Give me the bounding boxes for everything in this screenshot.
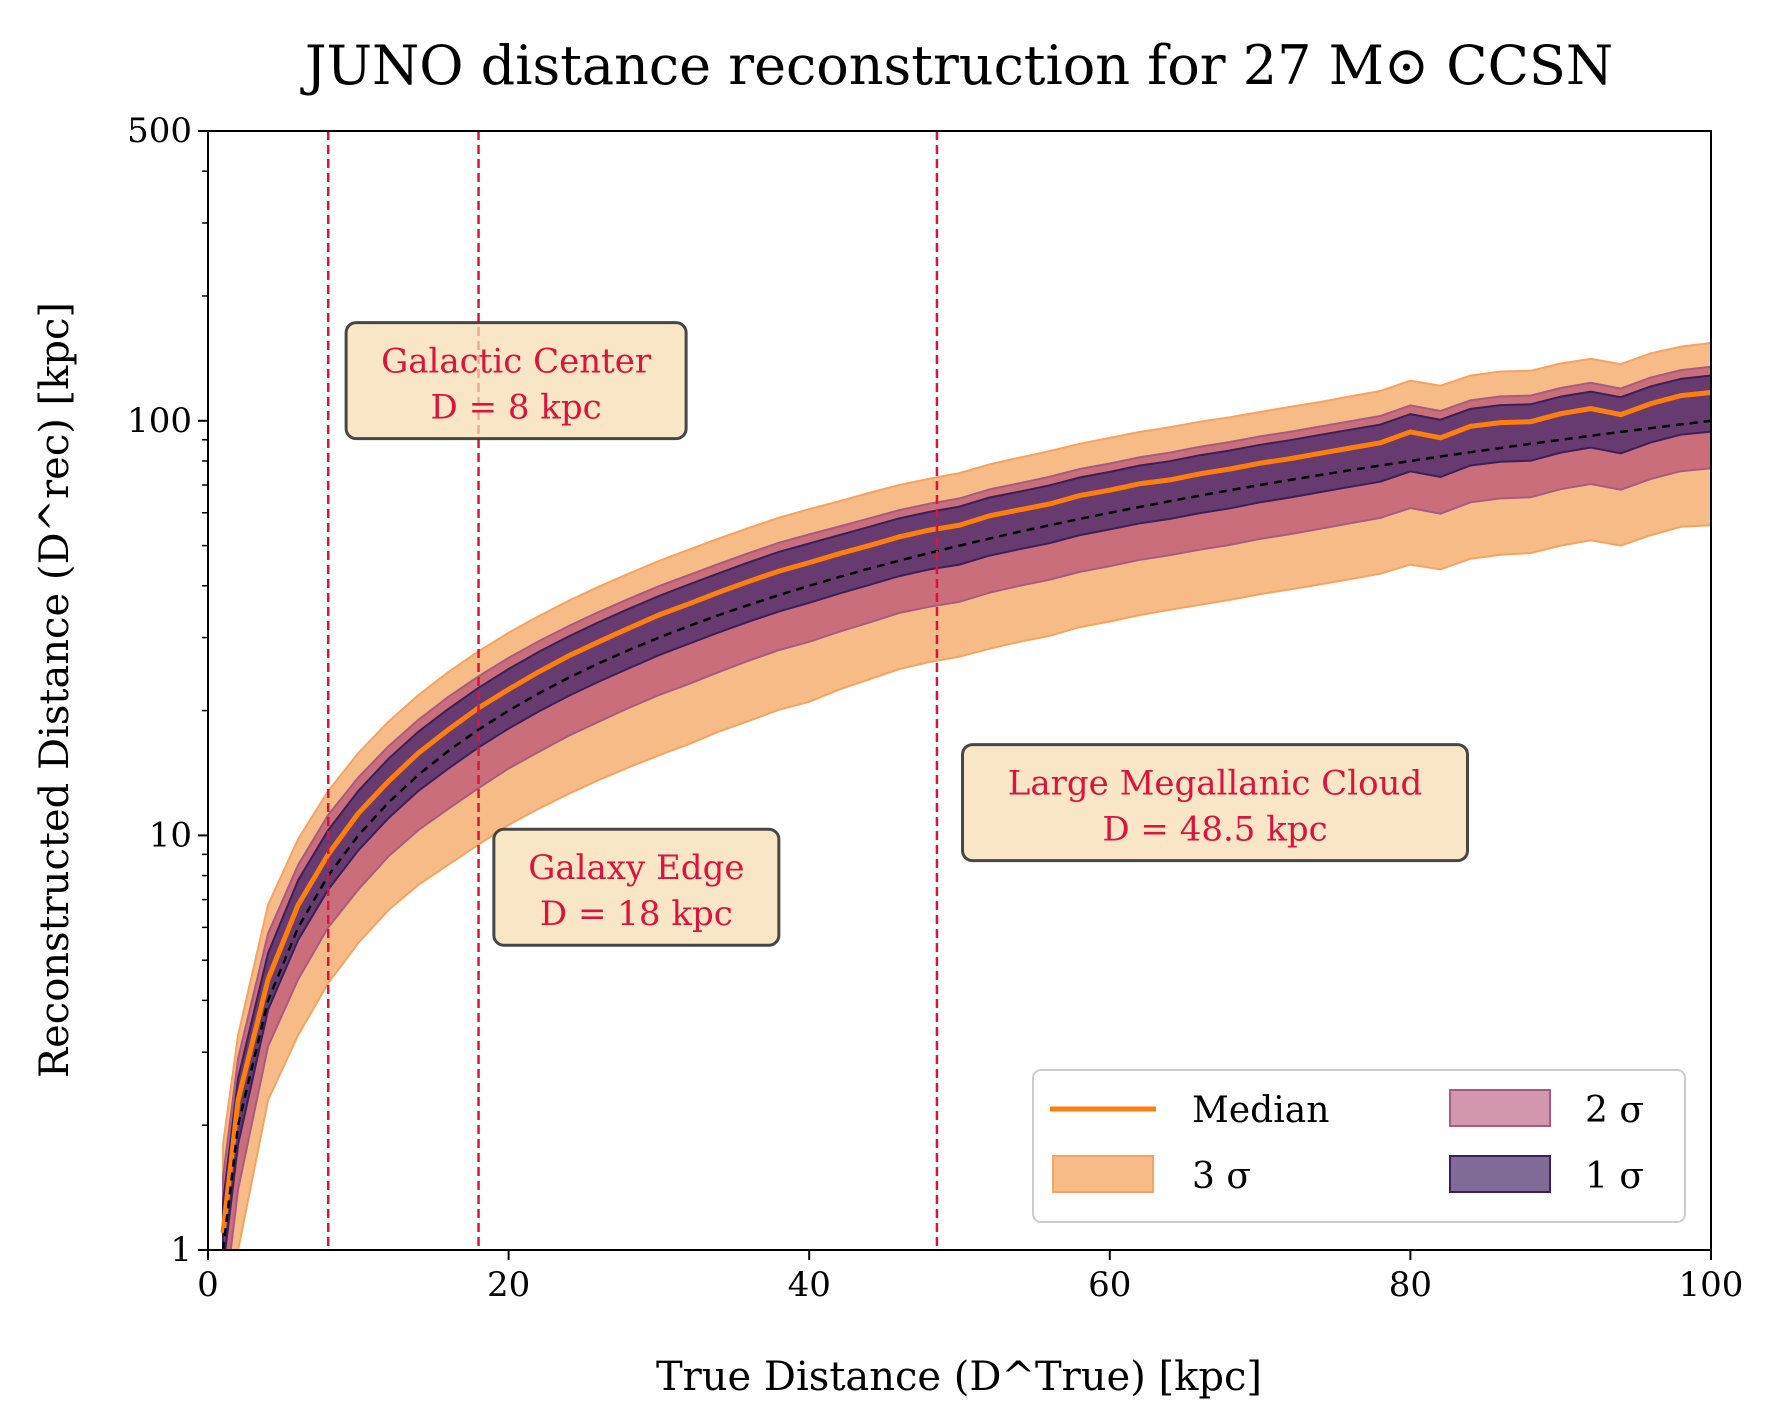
band-1 bbox=[222, 341, 1711, 1250]
x-tick-label: 20 bbox=[487, 1265, 530, 1305]
y-tick-label: 500 bbox=[127, 111, 192, 151]
confidence-bands bbox=[222, 341, 1711, 1250]
true-distance-line bbox=[221, 419, 1711, 1250]
legend: Median 3 σ 2 σ 1 σ bbox=[1032, 1069, 1686, 1223]
y-tick-label: 10 bbox=[149, 815, 192, 855]
annotation-title: Galaxy Edge bbox=[528, 848, 744, 888]
y-tick-label: 100 bbox=[127, 401, 192, 441]
annotation-lmc: Large Megallanic Cloud D = 48.5 kpc bbox=[961, 743, 1470, 863]
x-tick-label: 0 bbox=[197, 1265, 219, 1305]
annotation-box bbox=[492, 827, 781, 947]
axis-ticks: 0 20 40 60 80 100 1 10 100 500 bbox=[127, 111, 1743, 1305]
plot-frame bbox=[207, 130, 1712, 1251]
x-axis-label: True Distance (D^True) [kpc] bbox=[656, 1354, 1262, 1400]
y-tick-label: 1 bbox=[170, 1230, 192, 1270]
chart-title: JUNO distance reconstruction for 27 M⊙ C… bbox=[300, 34, 1613, 97]
band-3 bbox=[222, 374, 1711, 1250]
legend-3sigma-swatch bbox=[1052, 1155, 1154, 1193]
series-lines bbox=[220, 390, 1711, 1250]
annotation-box bbox=[344, 321, 688, 441]
annotation-galaxy-edge: Galaxy Edge D = 18 kpc bbox=[492, 827, 781, 947]
y-axis-label: Reconstructed Distance (D^rec) [kpc] bbox=[32, 302, 78, 1078]
annotation-distance: D = 48.5 kpc bbox=[1102, 810, 1327, 850]
legend-2sigma-label: 2 σ bbox=[1585, 1090, 1644, 1131]
legend-3sigma-label: 3 σ bbox=[1192, 1156, 1251, 1197]
x-tick-label: 80 bbox=[1389, 1265, 1432, 1305]
annotation-title: Large Megallanic Cloud bbox=[1008, 764, 1422, 804]
annotation-title: Galactic Center bbox=[381, 342, 652, 382]
x-tick-label: 100 bbox=[1679, 1265, 1744, 1305]
x-tick-label: 60 bbox=[1088, 1265, 1131, 1305]
legend-1sigma-label: 1 σ bbox=[1585, 1156, 1644, 1197]
x-tick-label: 40 bbox=[788, 1265, 831, 1305]
legend-1sigma-swatch bbox=[1449, 1155, 1551, 1193]
annotations: Galactic Center D = 8 kpc Galaxy Edge D = 1… bbox=[344, 321, 1470, 947]
annotation-box bbox=[961, 743, 1470, 863]
reference-lines bbox=[326, 131, 939, 1250]
median-line bbox=[220, 390, 1711, 1234]
legend-2sigma-swatch bbox=[1449, 1089, 1551, 1127]
legend-median-label: Median bbox=[1192, 1090, 1329, 1131]
annotation-distance: D = 18 kpc bbox=[540, 894, 733, 934]
annotation-galactic-center: Galactic Center D = 8 kpc bbox=[344, 321, 688, 441]
annotation-distance: D = 8 kpc bbox=[431, 388, 602, 428]
